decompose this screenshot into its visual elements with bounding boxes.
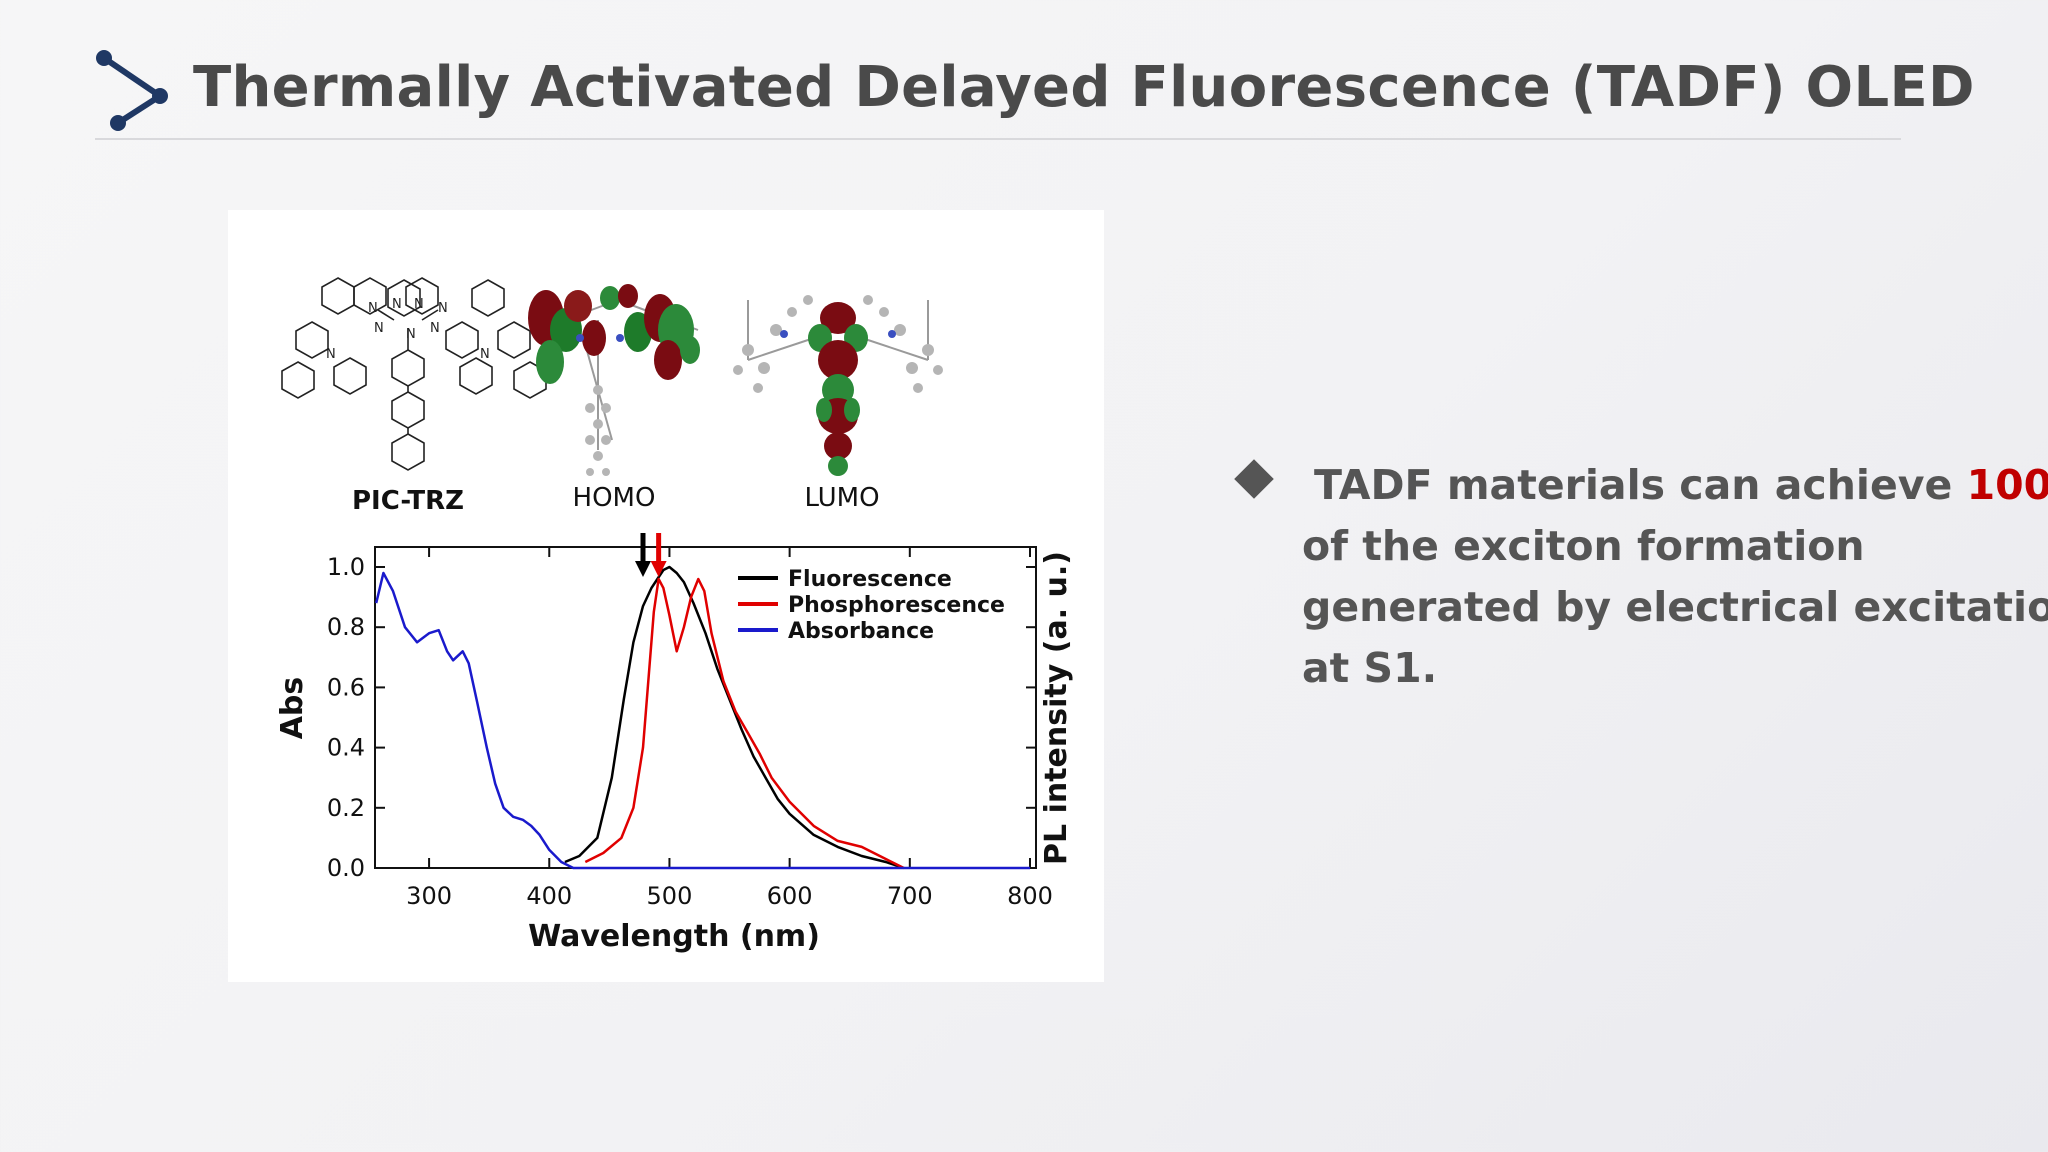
bullet-line-2: of the exciton formation [1302, 522, 1865, 570]
bullet-line-1: TADF materials can achieve 100% [1314, 455, 2048, 516]
series-line-absorbance [374, 571, 1030, 870]
molecule-label-pic-trz: PIC-TRZ [352, 486, 464, 516]
chart-series [374, 565, 1030, 870]
svg-text:N: N [392, 297, 402, 312]
svg-text:N: N [406, 327, 416, 342]
peak-arrow-head [650, 561, 667, 577]
legend-label-absorbance: Absorbance [788, 619, 934, 644]
x-tick-label: 500 [647, 882, 693, 910]
title-divider [95, 138, 1901, 140]
legend-label-fluorescence: Fluorescence [788, 567, 952, 592]
homo-orbital-image [528, 284, 700, 476]
slide-title: Thermally Activated Delayed Fluorescence… [193, 55, 1975, 120]
y-tick-label: 0.8 [327, 613, 365, 641]
molecule-label-lumo: LUMO [804, 483, 879, 513]
y-tick-label: 0.4 [327, 734, 365, 762]
svg-text:N: N [374, 321, 384, 336]
series-line-phosphorescence [584, 577, 905, 870]
x-tick-label: 300 [406, 882, 452, 910]
x-tick-label: 600 [767, 882, 813, 910]
x-axis-title: Wavelength (nm) [528, 919, 820, 954]
spectrum-chart: 300 400 500 600 700 800 0.0 0.2 0.4 0.6 0.8 1.0 Flu… [275, 533, 1074, 954]
series-line-fluorescence [564, 565, 905, 870]
svg-text:N: N [414, 297, 424, 312]
molecule-label-homo: HOMO [573, 483, 656, 513]
diamond-bullet-icon [1234, 459, 1274, 499]
peak-arrows [635, 533, 667, 577]
bullet-line-3: generated by electrical excitation [1302, 583, 2048, 631]
bullet-highlight: 100% [1966, 461, 2048, 509]
lumo-orbital-image [733, 295, 943, 476]
x-tick-label: 400 [526, 882, 572, 910]
peak-arrow-head [635, 561, 652, 577]
network-logo-icon [96, 50, 168, 131]
svg-text:N: N [326, 347, 336, 362]
y-axis-title-left: Abs [275, 677, 310, 740]
y-axis-title-right: PL intensity (a. u.) [1039, 551, 1074, 865]
bullet-text-part1: TADF materials can achieve [1314, 461, 1967, 509]
y-tick-label: 0.2 [327, 794, 365, 822]
legend-label-phosphorescence: Phosphorescence [788, 593, 1005, 618]
bullet-line-4: at S1. [1302, 644, 1438, 692]
x-tick-label: 700 [887, 882, 933, 910]
bullet-text: TADF materials can achieve 100% of the e… [1302, 455, 2048, 699]
svg-text:N: N [430, 321, 440, 336]
y-tick-label: 1.0 [327, 553, 365, 581]
svg-text:N: N [480, 347, 490, 362]
y-tick-label: 0.6 [327, 673, 365, 701]
svg-text:N: N [438, 301, 448, 316]
y-tick-label: 0.0 [327, 854, 365, 882]
svg-text:N: N [368, 301, 378, 316]
x-tick-label: 800 [1007, 882, 1053, 910]
axis-ticks: 300 400 500 600 700 800 0.0 0.2 0.4 0.6 0.8 1.0 [327, 547, 1053, 910]
